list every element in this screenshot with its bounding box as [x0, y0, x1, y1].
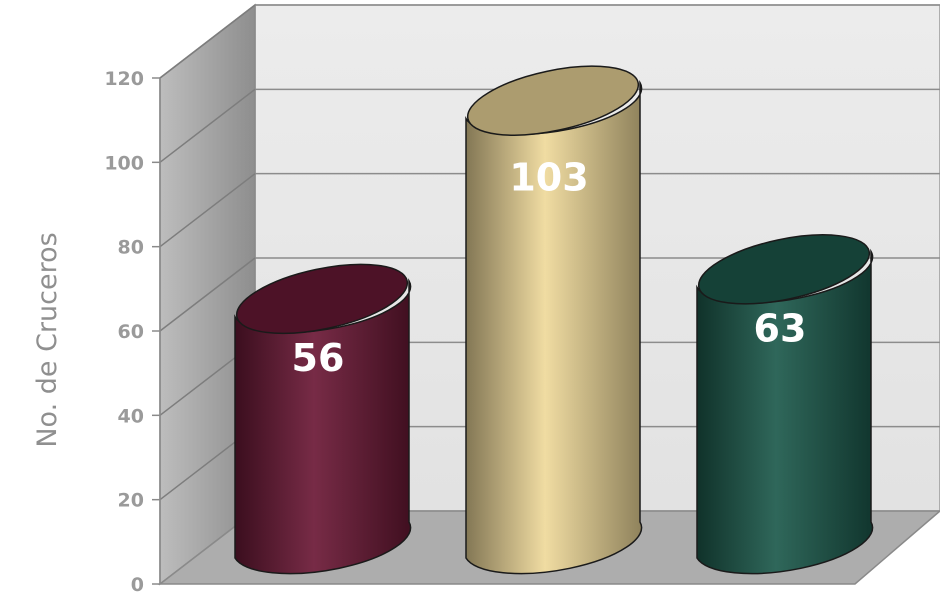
- gridline-side: [159, 173, 256, 248]
- bar-top: [235, 263, 409, 335]
- bar-top: [697, 234, 871, 305]
- gridline-side: [159, 4, 256, 79]
- y-tick-label: 120: [104, 68, 144, 90]
- data-label: 103: [509, 156, 588, 200]
- gridline-side: [159, 257, 256, 332]
- y-tick-label: 80: [118, 237, 144, 259]
- y-axis-label: No. de Cruceros: [32, 232, 63, 447]
- bar-cylinder: [696, 234, 874, 575]
- bar-cylinder: [234, 263, 412, 575]
- y-tick-label: 20: [118, 490, 144, 512]
- bar-top: [466, 65, 640, 136]
- y-tick-label: 60: [118, 321, 144, 343]
- gridline-side: [159, 88, 256, 163]
- y-tick-label: 0: [131, 574, 144, 596]
- bar-cylinder: [465, 65, 643, 575]
- data-label: 63: [754, 306, 807, 350]
- data-label: 56: [292, 336, 345, 380]
- y-tick-label: 100: [104, 152, 144, 174]
- y-tick-label: 40: [118, 405, 144, 427]
